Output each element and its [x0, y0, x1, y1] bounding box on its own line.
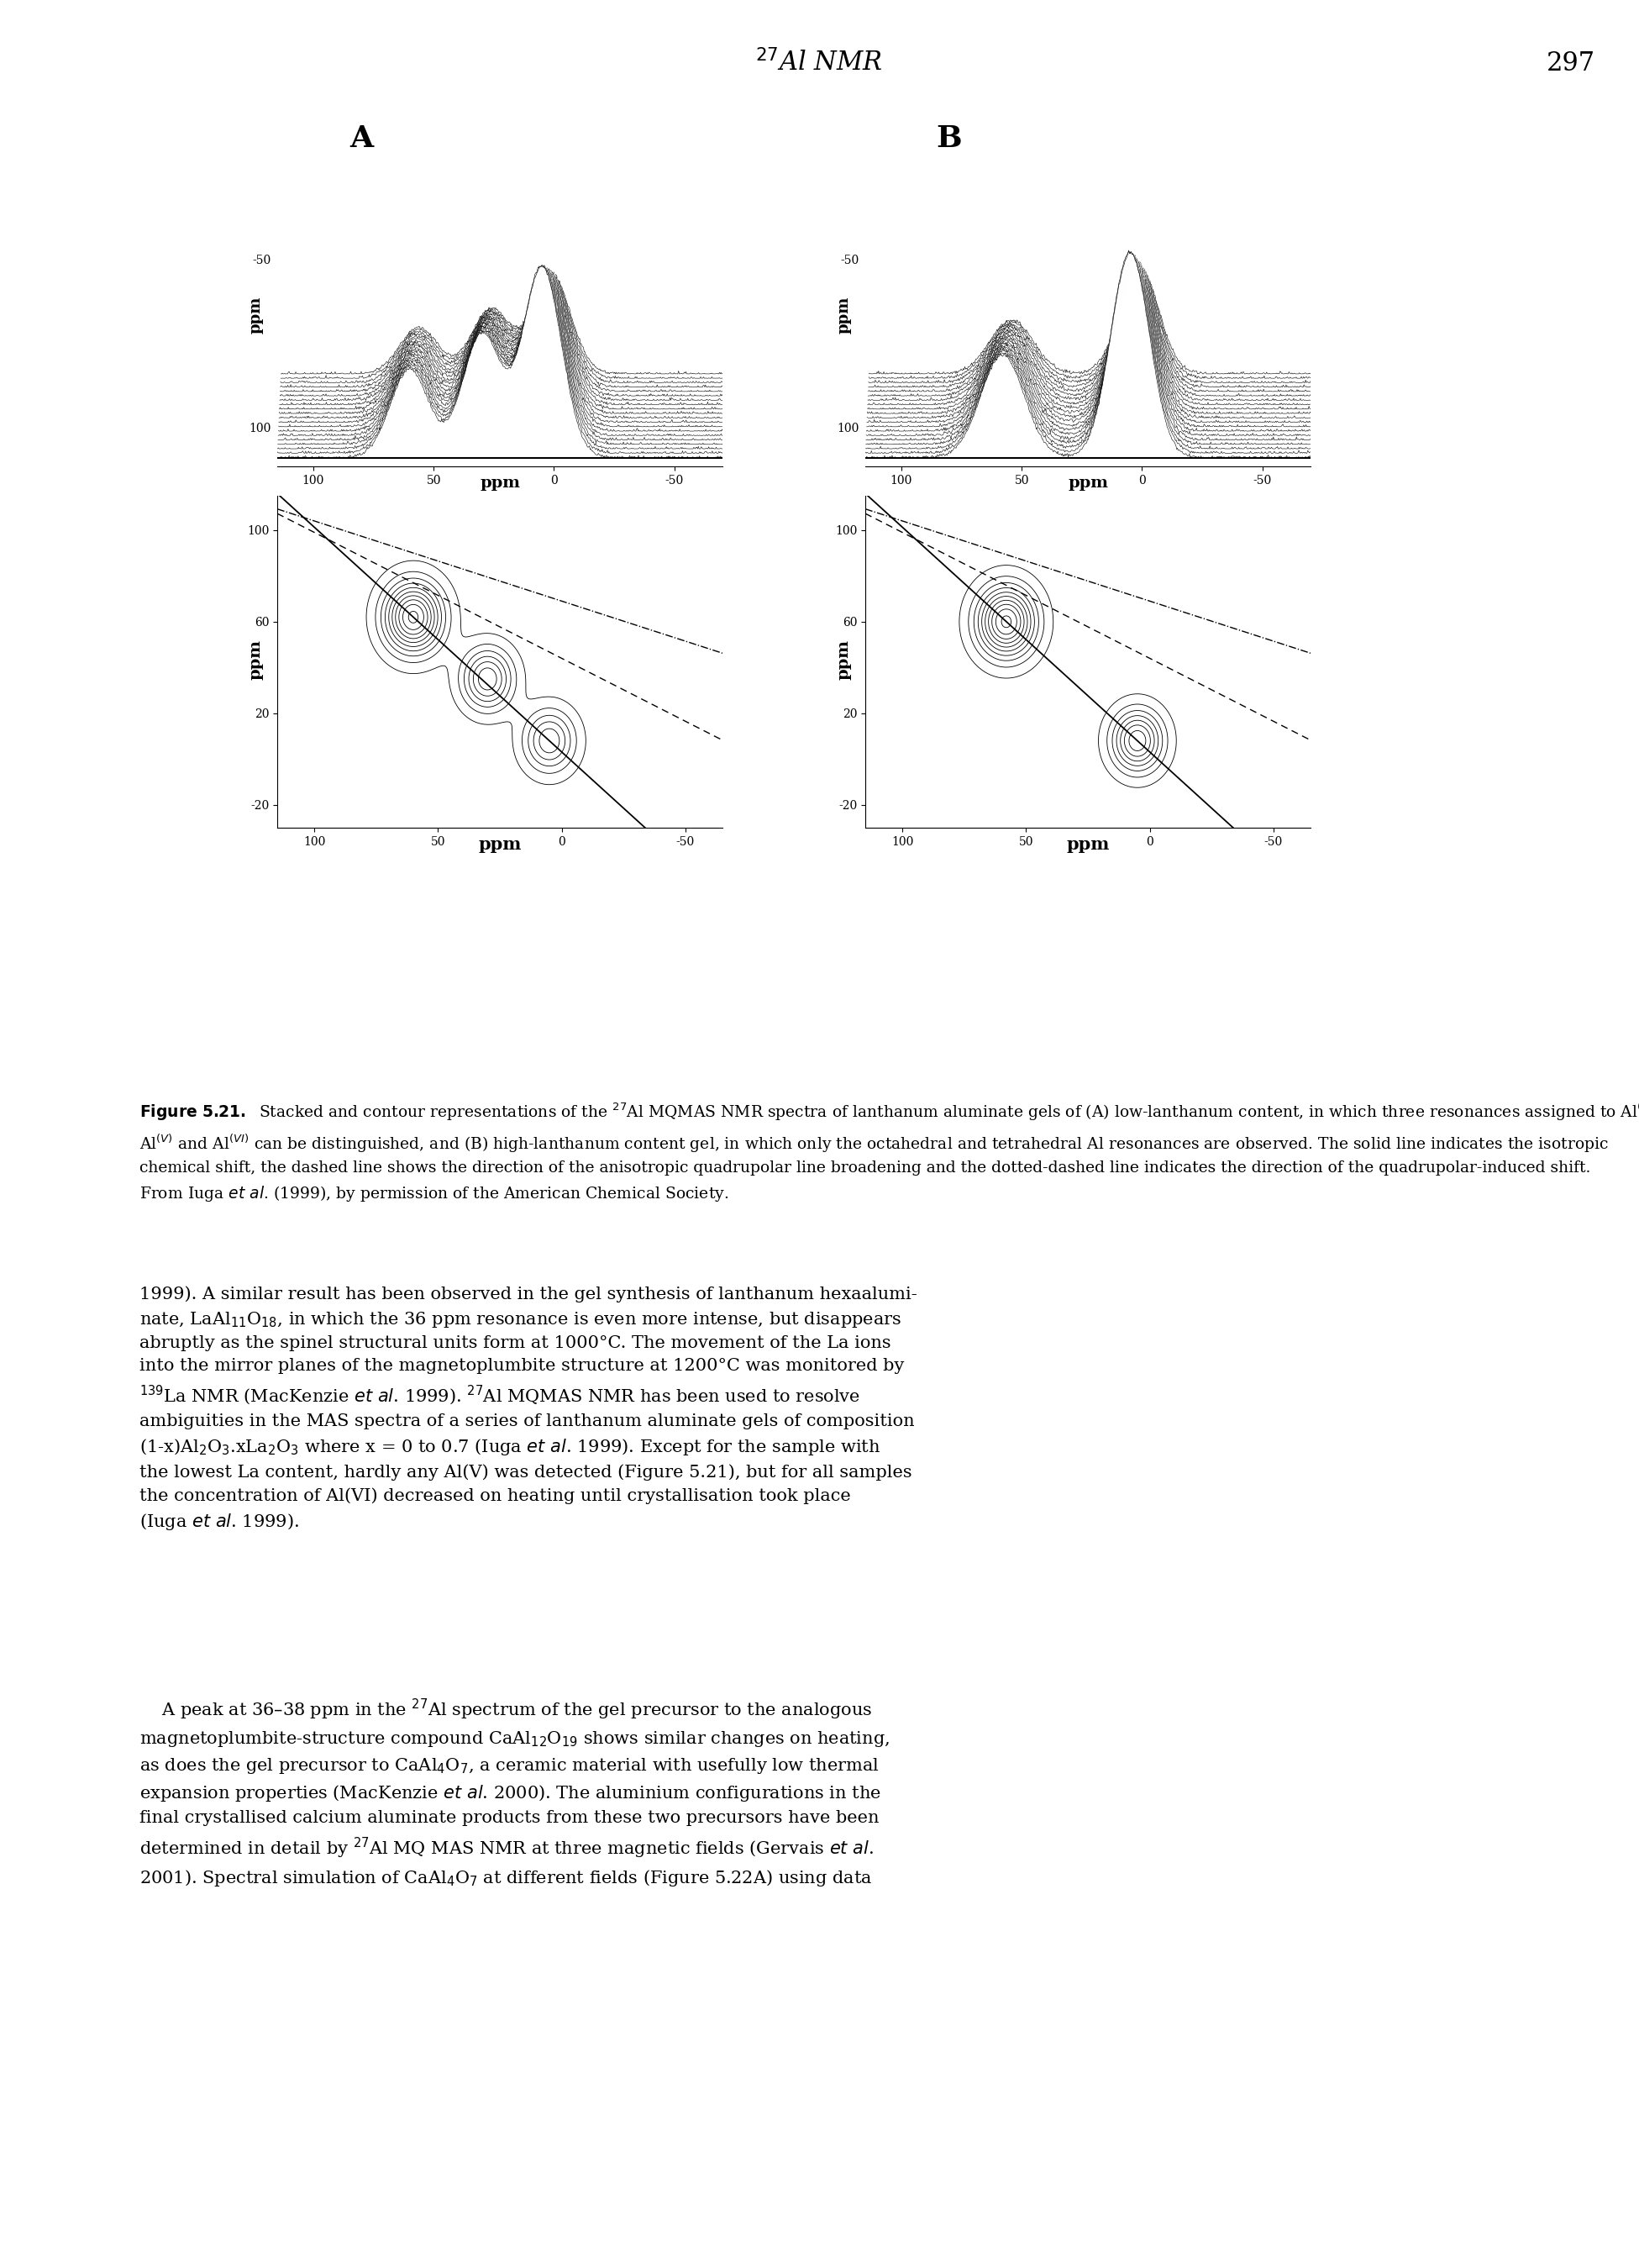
- Text: A peak at 36–38 ppm in the $^{27}$Al spectrum of the gel precursor to the analog: A peak at 36–38 ppm in the $^{27}$Al spe…: [139, 1696, 890, 1889]
- Text: ppm: ppm: [480, 476, 520, 490]
- Text: -50: -50: [841, 254, 859, 265]
- Text: A: A: [349, 125, 374, 152]
- Text: 100: 100: [838, 422, 859, 435]
- Text: ppm: ppm: [1067, 837, 1110, 853]
- Text: $^{27}$Al NMR: $^{27}$Al NMR: [756, 50, 883, 77]
- Text: -50: -50: [252, 254, 272, 265]
- Text: ppm: ppm: [249, 640, 264, 680]
- Text: 100: 100: [249, 422, 272, 435]
- Text: 1999). A similar result has been observed in the gel synthesis of lanthanum hexa: 1999). A similar result has been observe…: [139, 1286, 918, 1531]
- Text: B: B: [936, 125, 962, 152]
- Text: ppm: ppm: [838, 640, 852, 680]
- Text: ppm: ppm: [1067, 476, 1108, 490]
- Text: ppm: ppm: [479, 837, 521, 853]
- Text: ppm: ppm: [249, 297, 264, 333]
- Text: 297: 297: [1547, 50, 1595, 77]
- Text: ppm: ppm: [838, 297, 852, 333]
- Text: $\mathbf{Figure\ 5.21.}$  Stacked and contour representations of the $^{27}$Al M: $\mathbf{Figure\ 5.21.}$ Stacked and con…: [139, 1100, 1639, 1202]
